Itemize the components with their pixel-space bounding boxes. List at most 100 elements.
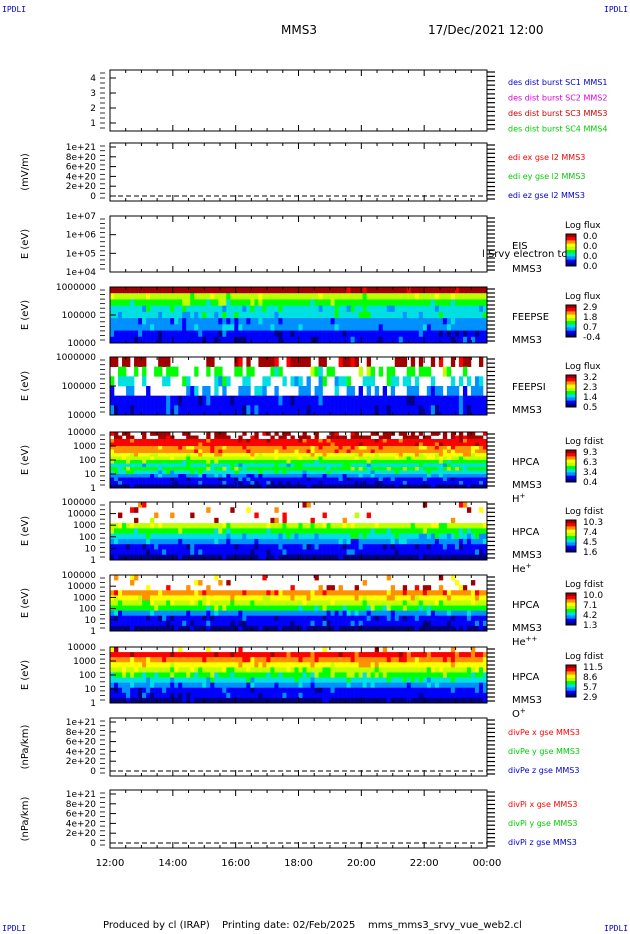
spec-cell: [146, 528, 151, 534]
spec-cell: [326, 615, 331, 622]
spec-cell: [226, 324, 231, 331]
spec-cell: [126, 467, 131, 471]
spec-cell: [430, 590, 436, 596]
spec-cell: [182, 625, 187, 632]
spec-cell: [270, 590, 275, 596]
spec-cell: [190, 533, 195, 540]
spec-cell: [410, 405, 416, 416]
spec-cell: [298, 386, 303, 396]
spec-cell: [246, 625, 251, 632]
spec-cell: [110, 318, 115, 325]
spec-cell: [354, 318, 359, 325]
spec-cell: [134, 460, 139, 464]
colorbar-swatch: [566, 394, 576, 398]
spec-cell: [174, 610, 179, 617]
spec-cell: [294, 595, 299, 601]
spec-cell: [398, 528, 404, 534]
spec-cell: [402, 376, 408, 387]
spec-cell: [330, 456, 335, 461]
spec-cell: [362, 549, 367, 556]
spec-cell: [406, 620, 412, 627]
colorbar-frame: [565, 519, 577, 553]
spec-cell: [438, 299, 444, 306]
spec-cell: [410, 533, 416, 540]
spec-cell: [178, 615, 183, 622]
spec-cell: [250, 467, 255, 471]
spec-cell: [366, 357, 371, 367]
spec-cell: [450, 453, 456, 457]
spec-cell: [354, 435, 359, 440]
spec-cell: [346, 460, 351, 464]
spec-cell: [370, 481, 375, 485]
spec-cell: [442, 554, 448, 561]
spec-cell: [206, 523, 211, 529]
spec-cell: [114, 544, 119, 550]
spec-cell: [174, 305, 179, 313]
spec-cell: [474, 395, 480, 406]
spec-cell: [358, 600, 363, 606]
spec-cell: [242, 463, 247, 468]
spec-cell: [482, 446, 488, 450]
spec-cell: [354, 528, 359, 534]
spec-cell: [350, 311, 355, 319]
spec-cell: [138, 324, 143, 331]
spec-cell: [146, 554, 151, 561]
spec-cell: [454, 484, 460, 489]
spec-cell: [274, 405, 279, 416]
spec-cell: [118, 595, 123, 601]
spec-cell: [470, 405, 476, 416]
spec-cell: [446, 474, 452, 478]
spec-cell: [466, 484, 472, 489]
spec-cell: [170, 538, 175, 545]
spec-cell: [374, 523, 380, 529]
spec-cell: [162, 442, 167, 447]
spec-cell: [166, 318, 171, 325]
spec-cell: [342, 523, 347, 529]
spec-cell: [478, 330, 484, 338]
spec-cell: [266, 610, 271, 617]
spec-cell: [182, 460, 187, 464]
spec-cell: [366, 405, 371, 416]
spec-cell: [198, 324, 203, 331]
spec-cell: [274, 287, 279, 294]
spec-cell: [114, 446, 119, 450]
spec-cell: [402, 330, 408, 338]
spec-cell: [218, 449, 223, 454]
spec-cell: [182, 449, 187, 454]
spec-cell: [438, 528, 444, 534]
spec-cell: [382, 595, 388, 601]
colorbar-swatch: [566, 456, 576, 460]
spec-cell: [318, 299, 323, 306]
spec-cell: [278, 477, 283, 482]
spec-cell: [290, 544, 295, 550]
spec-cell: [154, 620, 159, 627]
spec-cell: [286, 625, 291, 632]
spec-cell: [466, 336, 472, 344]
spec-cell: [470, 580, 476, 586]
spec-cell: [162, 453, 167, 457]
spec-cell: [130, 595, 135, 601]
spec-cell: [394, 330, 400, 338]
spec-cell: [142, 549, 147, 556]
spec-cell: [402, 549, 408, 556]
spec-cell: [194, 554, 199, 561]
spec-cell: [434, 405, 440, 416]
spec-cell: [178, 600, 183, 606]
spec-cell: [446, 336, 452, 344]
spec-cell: [278, 305, 283, 313]
spec-cell: [202, 533, 207, 540]
spec-cell: [346, 605, 351, 611]
spec-cell: [230, 395, 235, 406]
spec-cell: [326, 330, 331, 338]
spec-cell: [198, 625, 203, 632]
spec-cell: [282, 605, 287, 611]
spec-cell: [114, 287, 119, 294]
spec-cell: [166, 449, 171, 454]
spec-cell: [210, 299, 215, 306]
spec-cell: [194, 439, 199, 443]
spec-cell: [210, 460, 215, 464]
spec-cell: [154, 590, 159, 596]
spec-cell: [110, 395, 115, 406]
spec-cell: [146, 620, 151, 627]
spec-cell: [402, 538, 408, 545]
